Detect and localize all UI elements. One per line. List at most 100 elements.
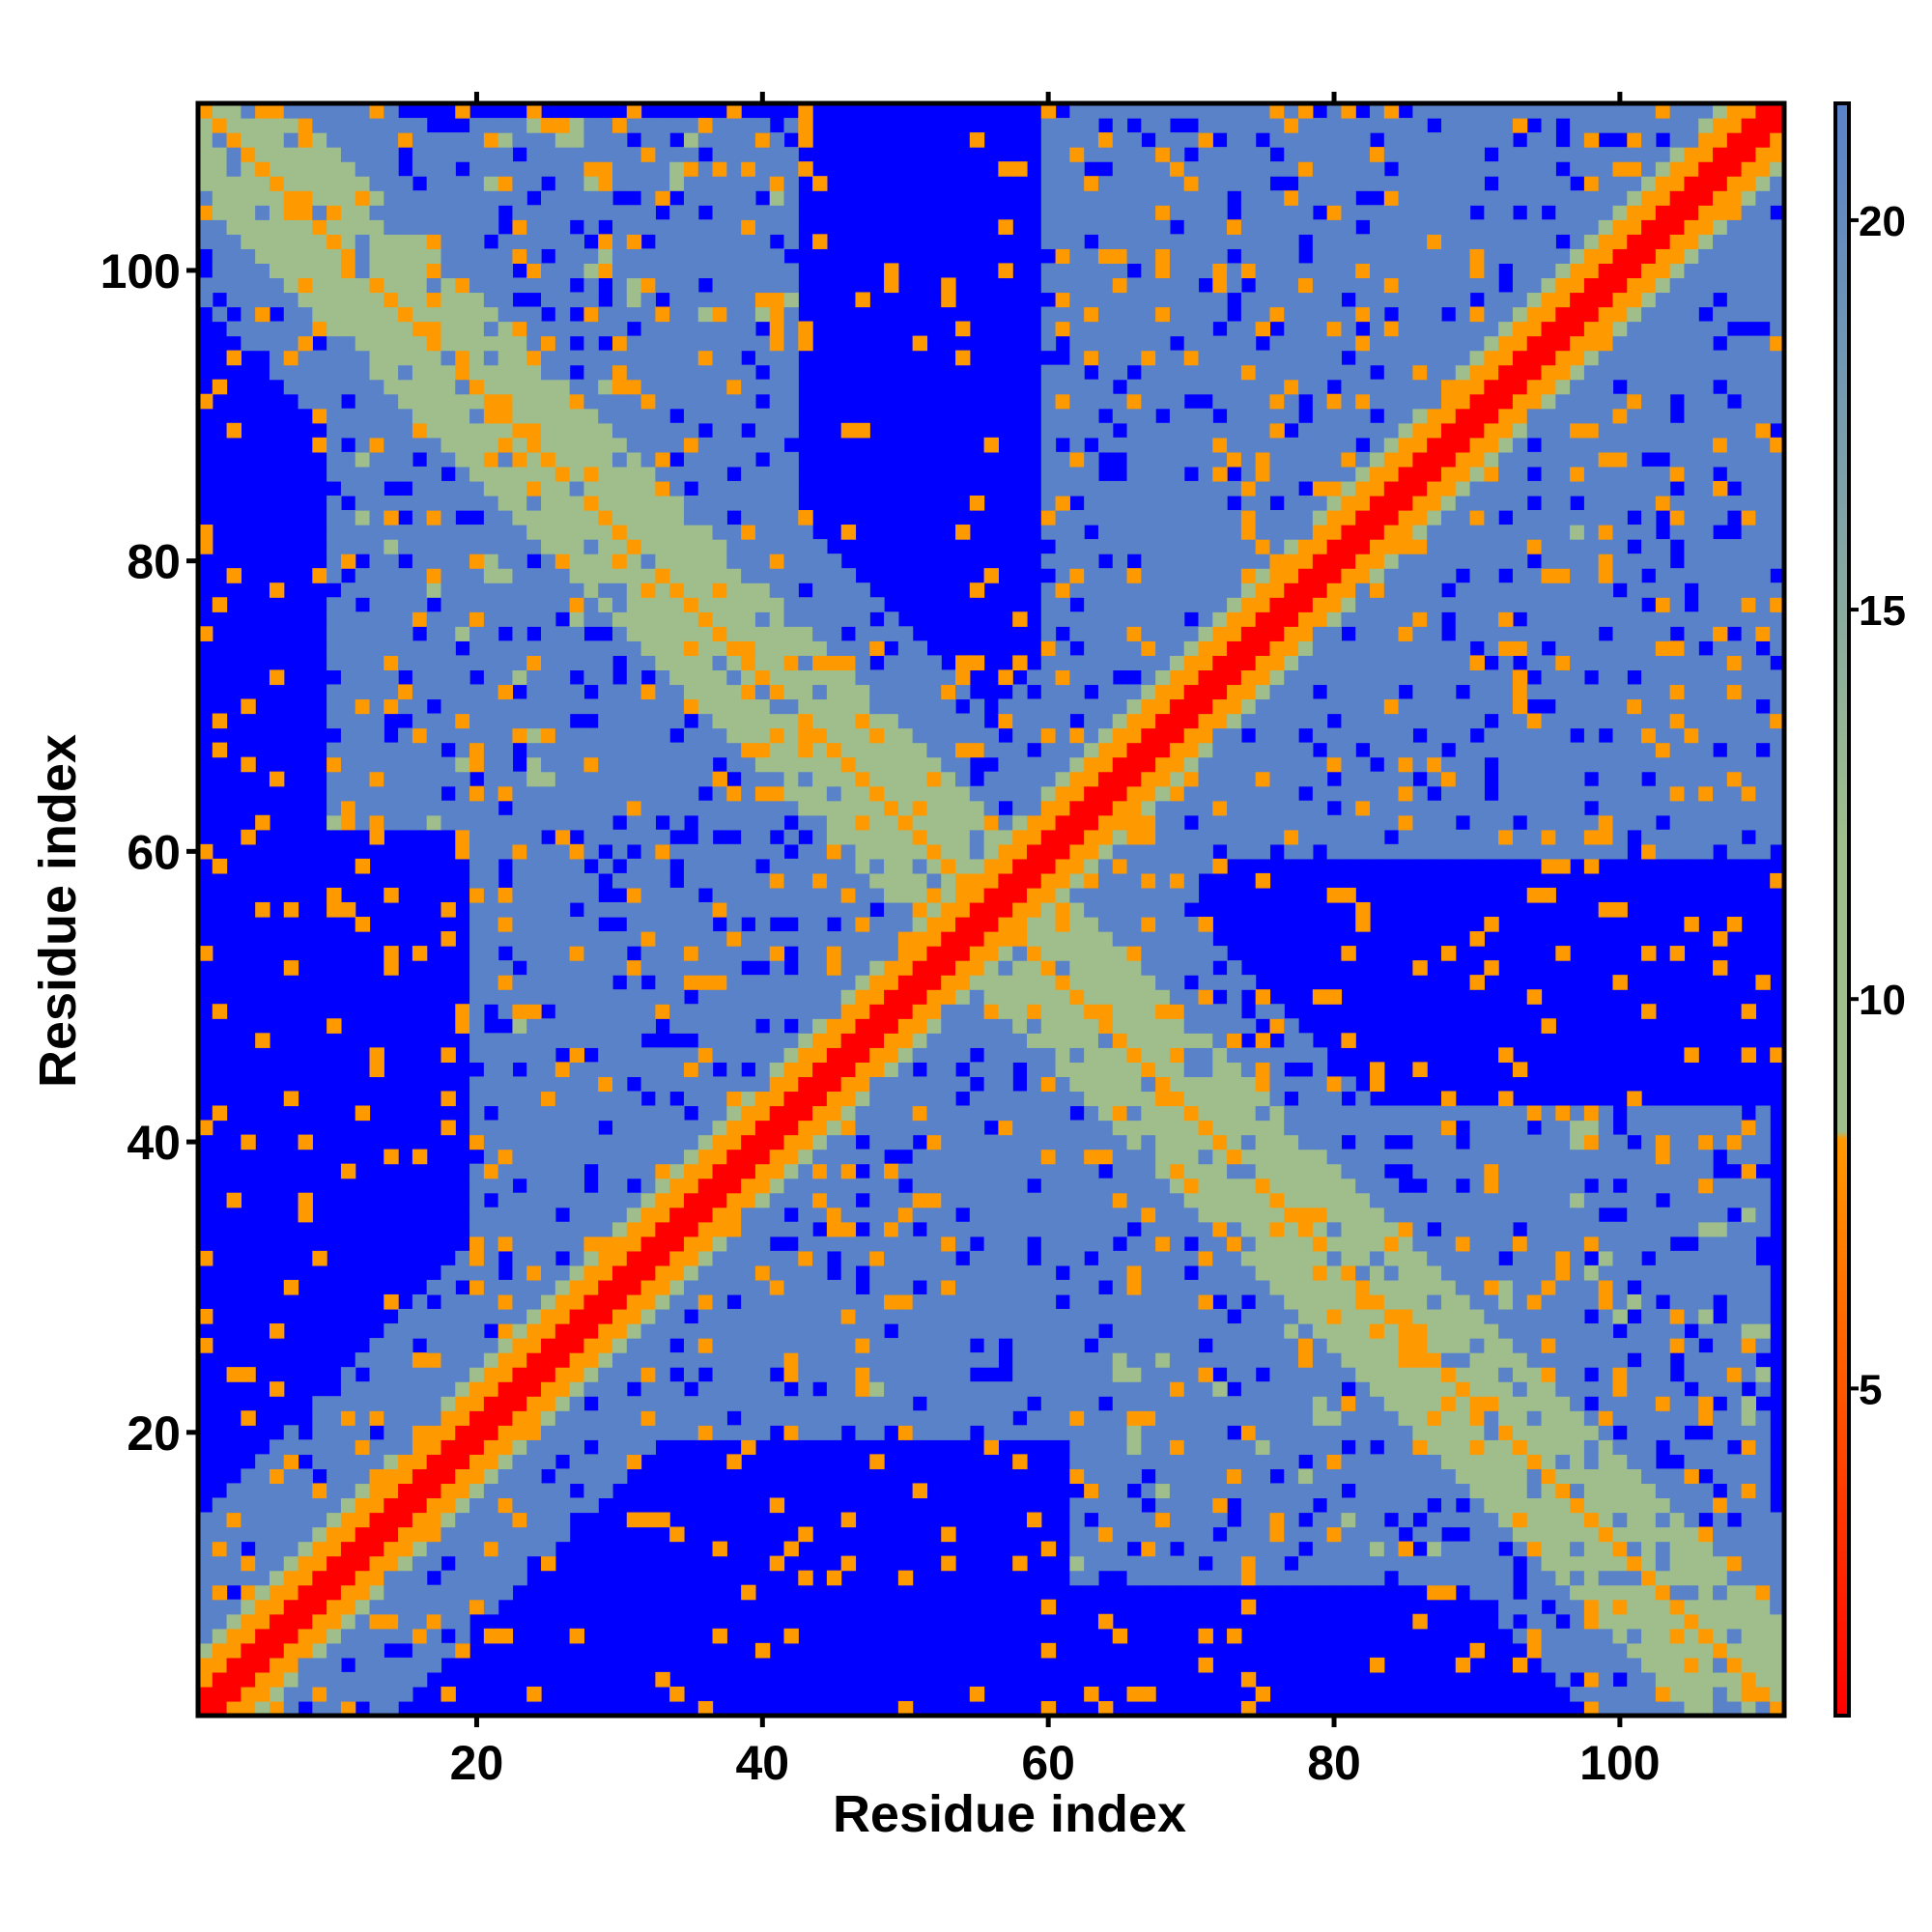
heatmap-cell [312,161,327,177]
heatmap-cell [812,1425,828,1440]
heatmap-cell [583,800,599,816]
heatmap-cell [726,350,742,366]
heatmap-cell [384,597,399,612]
heatmap-cell [340,118,356,133]
heatmap-cell [327,335,342,352]
heatmap-cell [298,393,313,410]
heatmap-cell [855,597,870,612]
heatmap-cell [1097,306,1114,323]
heatmap-cell [683,219,699,235]
heatmap-cell [941,698,956,715]
heatmap-cell [497,335,514,352]
heatmap-cell [384,800,399,816]
heatmap-cell [754,989,771,1005]
heatmap-cell [669,742,685,758]
heatmap-cell [869,1323,885,1339]
heatmap-cell [754,1250,771,1266]
heatmap-cell [340,510,356,526]
heatmap-cell [369,132,384,148]
heatmap-cell [412,147,428,162]
heatmap-cell [483,306,499,323]
heatmap-cell [754,611,771,627]
heatmap-cell [1155,684,1171,700]
heatmap-cell [440,1047,456,1063]
heatmap-cell [1155,1091,1171,1107]
heatmap-cell [712,1178,727,1194]
heatmap-cell [855,1033,870,1048]
heatmap-cell [640,495,656,511]
heatmap-cell [469,364,485,381]
heatmap-cell [469,1250,485,1266]
heatmap-cell [669,698,685,715]
heatmap-cell [998,931,1013,947]
heatmap-cell [626,1308,642,1324]
heatmap-cell [1126,785,1142,802]
heatmap-cell [327,1628,342,1644]
heatmap-cell [1112,698,1128,715]
heatmap-cell [1141,1004,1156,1019]
heatmap-cell [1055,1149,1070,1165]
heatmap-cell [497,1410,514,1426]
heatmap-cell [1155,103,1171,119]
heatmap-cell [1012,1236,1028,1252]
heatmap-cell [526,1686,542,1702]
heatmap-cell [1126,292,1142,308]
heatmap-cell [626,205,642,220]
heatmap-cell [426,422,442,439]
heatmap-cell [754,510,771,526]
heatmap-cell [754,1004,771,1019]
heatmap-cell [611,1454,628,1469]
heatmap-cell [754,292,771,308]
heatmap-cell [483,597,499,612]
heatmap-cell [583,147,599,162]
heatmap-cell [384,1439,399,1455]
heatmap-cell [1169,931,1185,947]
heatmap-cell [955,1105,971,1122]
heatmap-cell [355,1439,371,1455]
heatmap-cell [497,582,514,598]
heatmap-cell [1141,1236,1156,1252]
heatmap-cell [497,1541,514,1557]
heatmap-cell [384,1396,399,1411]
heatmap-cell [554,568,571,583]
heatmap-cell [483,1410,499,1426]
heatmap-cell [1055,1120,1070,1136]
heatmap-cell [697,510,714,526]
heatmap-cell [1069,321,1085,337]
heatmap-cell [541,1454,556,1469]
heatmap-cell [1055,814,1070,831]
heatmap-cell [497,917,514,932]
heatmap-cell [526,1062,542,1078]
heatmap-cell [855,989,870,1005]
heatmap-cell [754,814,771,831]
heatmap-cell [369,379,384,395]
heatmap-cell [712,1120,727,1136]
heatmap-cell [1069,1323,1085,1339]
heatmap-cell [884,1091,899,1107]
heatmap-cell [697,190,714,206]
heatmap-cell [1169,1454,1185,1469]
heatmap-cell [1126,1033,1142,1048]
heatmap-cell [669,931,685,947]
heatmap-cell [512,931,527,947]
heatmap-cell [198,626,213,641]
heatmap-cell [1169,1105,1185,1122]
heatmap-cell [497,510,514,526]
heatmap-cell [283,118,299,133]
heatmap-cell [611,234,628,249]
heatmap-cell [283,1671,299,1688]
heatmap-cell [1141,1120,1156,1136]
heatmap-cell [483,1570,499,1586]
heatmap-cell [369,219,384,235]
heatmap-cell [969,872,985,889]
heatmap-cell [826,655,842,671]
heatmap-cell [726,1338,742,1353]
heatmap-cell [798,887,813,903]
heatmap-cell [541,1178,556,1194]
heatmap-cell [683,858,699,874]
heatmap-cell [412,379,428,395]
heatmap-cell [1155,1120,1171,1136]
heatmap-cell [598,437,613,453]
heatmap-cell [1112,901,1128,918]
heatmap-cell [1040,161,1057,177]
